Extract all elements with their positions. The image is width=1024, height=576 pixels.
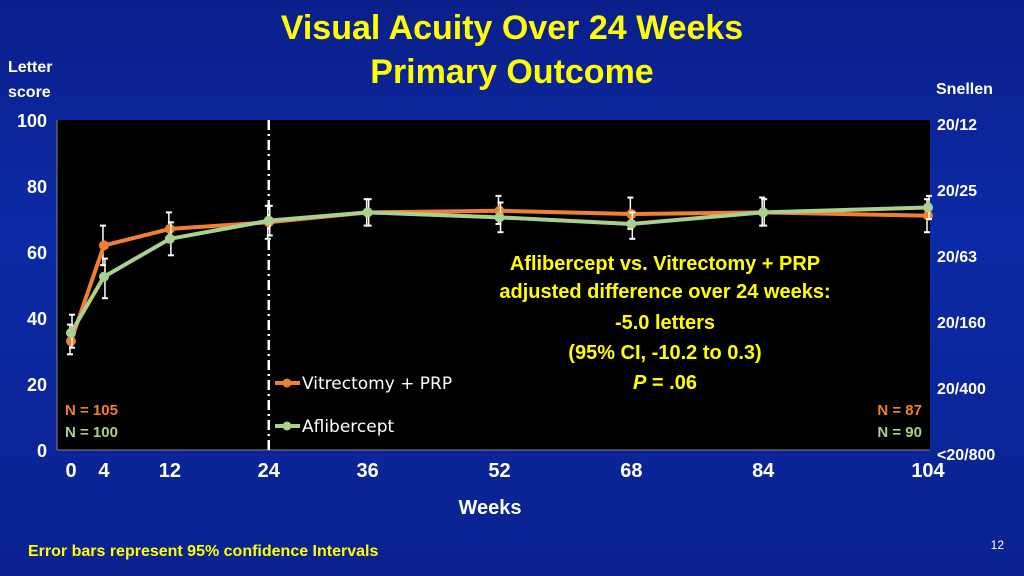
footnote: Error bars represent 95% confidence Inte… [28,543,379,560]
right-axis-title: Snellen [936,81,993,98]
n-label-right: N = 90 [877,424,922,441]
title-line-2: Primary Outcome [370,53,654,91]
x-tick-label: 104 [911,460,945,482]
aflibercept-point [494,212,505,223]
snellen-tick-label: 20/160 [937,315,986,332]
chart-title: Visual Acuity Over 24 Weeks Primary Outc… [0,6,1024,94]
aflibercept-point [164,233,175,244]
y-tick-label: 20 [27,375,47,395]
snellen-tick-label: 20/63 [937,249,977,266]
legend-marker-vitrectomy-prp [282,378,292,388]
title-line-1: Visual Acuity Over 24 Weeks [280,9,744,47]
y-tick-label: 60 [27,243,47,263]
aflibercept-point [66,327,76,338]
x-tick-label: 84 [752,460,775,482]
snellen-tick-label: 20/12 [937,117,977,134]
x-axis-title: Weeks [458,497,521,519]
snellen-tick-label: <20/800 [937,447,995,464]
aflibercept-point [98,271,109,282]
annotation-line-2: adjusted difference over 24 weeks: [499,281,830,303]
snellen-tick-label: 20/25 [937,183,977,200]
annotation-line-3: -5.0 letters [615,312,715,334]
annotation-line-1: Aflibercept vs. Vitrectomy + PRP [510,253,820,275]
x-tick-label: 4 [98,460,110,482]
legend-marker-aflibercept [282,421,292,431]
vitrectomy-prp-point [66,336,76,347]
slide-number: 12 [990,538,1004,552]
legend-label-vitrectomy-prp: Vitrectomy + PRP [302,374,452,394]
plot-area [57,120,930,450]
n-label-right: N = 87 [877,402,922,419]
annotation-p-number: = .06 [646,372,697,394]
n-label-left: N = 100 [65,424,118,441]
aflibercept-point [263,215,274,226]
annotation-line-4: (95% CI, -10.2 to 0.3) [568,342,761,364]
n-label-left: N = 105 [65,402,118,419]
y-tick-label: 100 [17,111,47,131]
aflibercept-point [362,207,373,218]
snellen-tick-label: 20/400 [937,381,986,398]
left-axis-title: Letter score [8,55,52,105]
vitrectomy-prp-point [626,209,637,220]
aflibercept-point [923,202,933,213]
vitrectomy-prp-point [164,223,175,234]
x-tick-label: 24 [258,460,281,482]
x-tick-label: 36 [357,460,379,482]
aflibercept-point [758,207,769,218]
vitrectomy-prp-point [98,240,109,251]
annotation-p-value: P = .06 [633,372,697,394]
x-tick-label: 0 [65,460,76,482]
annotation-p-label: P [633,372,647,394]
y-tick-label: 40 [27,309,47,329]
aflibercept-point [626,218,637,229]
left-axis-title-line-1: Letter [8,59,53,76]
y-tick-label: 80 [27,177,47,197]
legend-label-aflibercept: Aflibercept [302,417,395,437]
y-tick-label: 0 [37,441,47,461]
x-tick-label: 12 [159,460,181,482]
x-tick-label: 68 [620,460,642,482]
left-axis-title-line-2: score [8,84,51,101]
x-tick-label: 52 [488,460,510,482]
